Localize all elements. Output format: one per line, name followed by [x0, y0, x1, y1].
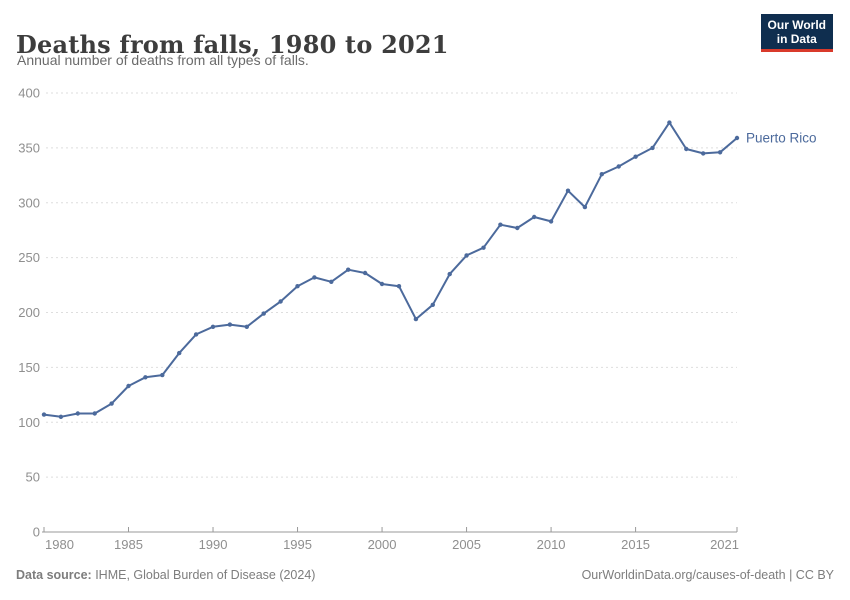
x-tick-label: 1985 [114, 537, 143, 552]
data-point[interactable] [481, 245, 486, 250]
data-point[interactable] [650, 145, 655, 151]
data-point[interactable] [667, 120, 672, 125]
data-point[interactable] [278, 299, 283, 304]
data-point[interactable] [413, 316, 419, 322]
data-point[interactable] [498, 222, 503, 227]
data-point[interactable] [515, 225, 520, 231]
data-point[interactable] [548, 219, 554, 224]
data-point[interactable] [717, 150, 723, 155]
data-point[interactable] [362, 270, 368, 276]
data-point[interactable] [109, 401, 114, 406]
owid-logo-line1: Our World [767, 18, 826, 32]
y-tick-label: 0 [33, 525, 40, 540]
owid-logo-line2: in Data [776, 32, 817, 46]
data-point[interactable] [58, 414, 64, 419]
data-source-text: Data source: IHME, Global Burden of Dise… [16, 568, 315, 582]
x-tick-label: 1995 [283, 537, 312, 552]
data-point[interactable] [464, 253, 469, 258]
owid-logo[interactable]: Our World in Data [760, 14, 833, 52]
data-point[interactable] [396, 284, 402, 289]
data-point[interactable] [295, 284, 300, 289]
x-tick-label: 1980 [45, 537, 74, 552]
data-source-value: IHME, Global Burden of Disease (2024) [91, 568, 316, 582]
data-point[interactable] [193, 332, 199, 337]
data-point[interactable] [684, 146, 689, 152]
data-point[interactable] [41, 412, 47, 417]
data-point[interactable] [329, 279, 334, 284]
y-tick-label: 400 [18, 86, 40, 101]
trend-line [43, 121, 738, 418]
y-tick-label: 250 [18, 250, 40, 265]
x-tick-label: 2015 [621, 537, 650, 552]
x-tick-label: 1990 [199, 537, 228, 552]
data-point[interactable] [244, 324, 249, 329]
data-point[interactable] [734, 135, 740, 141]
data-point[interactable] [616, 164, 621, 169]
data-point[interactable] [346, 267, 351, 272]
data-point[interactable] [582, 204, 588, 210]
x-tick-label: 2005 [452, 537, 481, 552]
data-point[interactable] [447, 271, 452, 277]
data-point[interactable] [210, 324, 216, 329]
data-point[interactable] [75, 411, 81, 416]
data-point[interactable] [261, 311, 266, 316]
data-source-label: Data source: [16, 568, 92, 582]
y-tick-label: 350 [18, 140, 40, 155]
data-point[interactable] [126, 383, 131, 389]
data-point[interactable] [227, 322, 233, 327]
data-point[interactable] [379, 281, 385, 287]
data-point[interactable] [633, 154, 638, 159]
footer-credit-link[interactable]: OurWorldinData.org/causes-of-death | CC … [581, 568, 834, 582]
y-tick-label: 150 [18, 360, 40, 375]
data-point[interactable] [92, 411, 97, 416]
data-point[interactable] [177, 350, 182, 356]
y-tick-label: 50 [26, 470, 40, 485]
data-point[interactable] [430, 302, 435, 307]
data-point[interactable] [565, 188, 571, 193]
x-tick-label: 2000 [368, 537, 397, 552]
data-point[interactable] [312, 275, 317, 280]
data-point[interactable] [532, 214, 537, 220]
chart-footer: Data source: IHME, Global Burden of Dise… [16, 568, 834, 582]
y-tick-label: 100 [18, 415, 40, 430]
data-point[interactable] [143, 375, 148, 380]
data-point[interactable] [599, 172, 604, 177]
x-tick-label: 2021 [710, 537, 739, 552]
chart-subtitle: Annual number of deaths from all types o… [17, 52, 309, 68]
entity-label[interactable]: Puerto Rico [746, 130, 817, 145]
data-point[interactable] [701, 151, 706, 156]
y-tick-label: 200 [18, 305, 40, 320]
y-tick-label: 300 [18, 195, 40, 210]
data-point[interactable] [160, 372, 165, 378]
x-tick-label: 2010 [537, 537, 566, 552]
page-title: Deaths from falls, 1980 to 2021 [16, 30, 449, 60]
